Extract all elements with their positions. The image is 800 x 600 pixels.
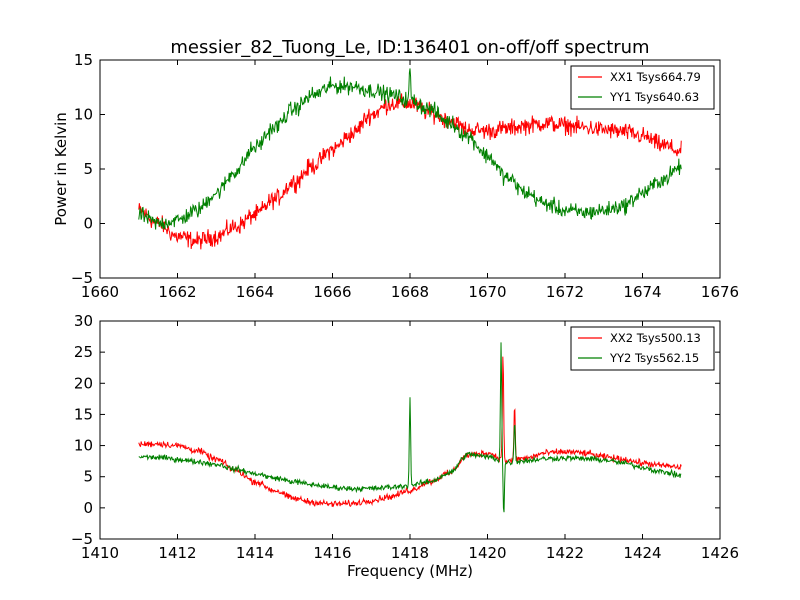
- top-x-tick-label: 1670: [468, 283, 506, 301]
- bottom-x-tick-label: 1414: [236, 544, 274, 562]
- top-x-tick-label: 1676: [701, 283, 739, 301]
- top-legend: XX1 Tsys664.79 YY1 Tsys640.63: [570, 65, 715, 110]
- bottom-series-2-line: [138, 342, 682, 513]
- bottom-legend-box: [570, 326, 715, 371]
- bottom-y-tick-label: 5: [83, 468, 93, 486]
- top-x-tick-label: 1662: [158, 283, 196, 301]
- top-x-tick-label: 1660: [81, 283, 119, 301]
- top-y-tick-label: 5: [83, 160, 93, 178]
- x-axis-label: Frequency (MHz): [347, 562, 473, 580]
- top-x-tick-label: 1674: [623, 283, 661, 301]
- top-y-tick-label: 15: [74, 51, 93, 69]
- bottom-legend-label-1: XX2 Tsys500.13: [610, 331, 701, 345]
- top-series-1-line: [138, 93, 682, 250]
- top-plot-panel: Power in Kelvin 1660 1662 1664 1666 1668 1670…: [52, 51, 739, 301]
- top-legend-box: [570, 65, 715, 110]
- top-x-tick-label: 1666: [313, 283, 351, 301]
- top-x-tick-label: 1672: [546, 283, 584, 301]
- bottom-series-1-line: [138, 356, 682, 508]
- top-y-tick-label: 10: [74, 106, 93, 124]
- top-legend-label-1: XX1 Tsys664.79: [610, 70, 701, 84]
- bottom-y-tick-label: 30: [74, 312, 93, 330]
- bottom-x-tick-label: 1422: [546, 544, 584, 562]
- bottom-x-tick-label: 1424: [623, 544, 661, 562]
- chart-title: messier_82_Tuong_Le, ID:136401 on-off/of…: [170, 37, 649, 58]
- bottom-x-tick-label: 1410: [81, 544, 119, 562]
- bottom-y-tick-label: −5: [71, 530, 93, 548]
- bottom-x-tick-label: 1412: [158, 544, 196, 562]
- top-x-tick-label: 1668: [391, 283, 429, 301]
- bottom-y-tick-label: 15: [74, 405, 93, 423]
- bottom-x-tick-label: 1420: [468, 544, 506, 562]
- top-y-axis-label: Power in Kelvin: [52, 112, 70, 226]
- bottom-x-tick-label: 1416: [313, 544, 351, 562]
- bottom-x-tick-label: 1426: [701, 544, 739, 562]
- top-series-2-line: [138, 68, 682, 231]
- top-y-tick-label: −5: [71, 269, 93, 287]
- bottom-y-tick-label: 25: [74, 343, 93, 361]
- bottom-legend-label-2: YY2 Tsys562.15: [609, 351, 699, 365]
- bottom-legend: XX2 Tsys500.13 YY2 Tsys562.15: [570, 326, 715, 371]
- top-legend-label-2: YY1 Tsys640.63: [609, 90, 699, 104]
- top-y-tick-label: 0: [83, 215, 93, 233]
- bottom-x-tick-label: 1418: [391, 544, 429, 562]
- bottom-y-tick-label: 0: [83, 499, 93, 517]
- bottom-y-tick-label: 20: [74, 374, 93, 392]
- bottom-y-tick-label: 10: [74, 437, 93, 455]
- top-x-tick-label: 1664: [236, 283, 274, 301]
- bottom-plot-panel: 1410 1412 1414 1416 1418 1420 1422 1424 1426 −5 0 5…: [71, 312, 739, 562]
